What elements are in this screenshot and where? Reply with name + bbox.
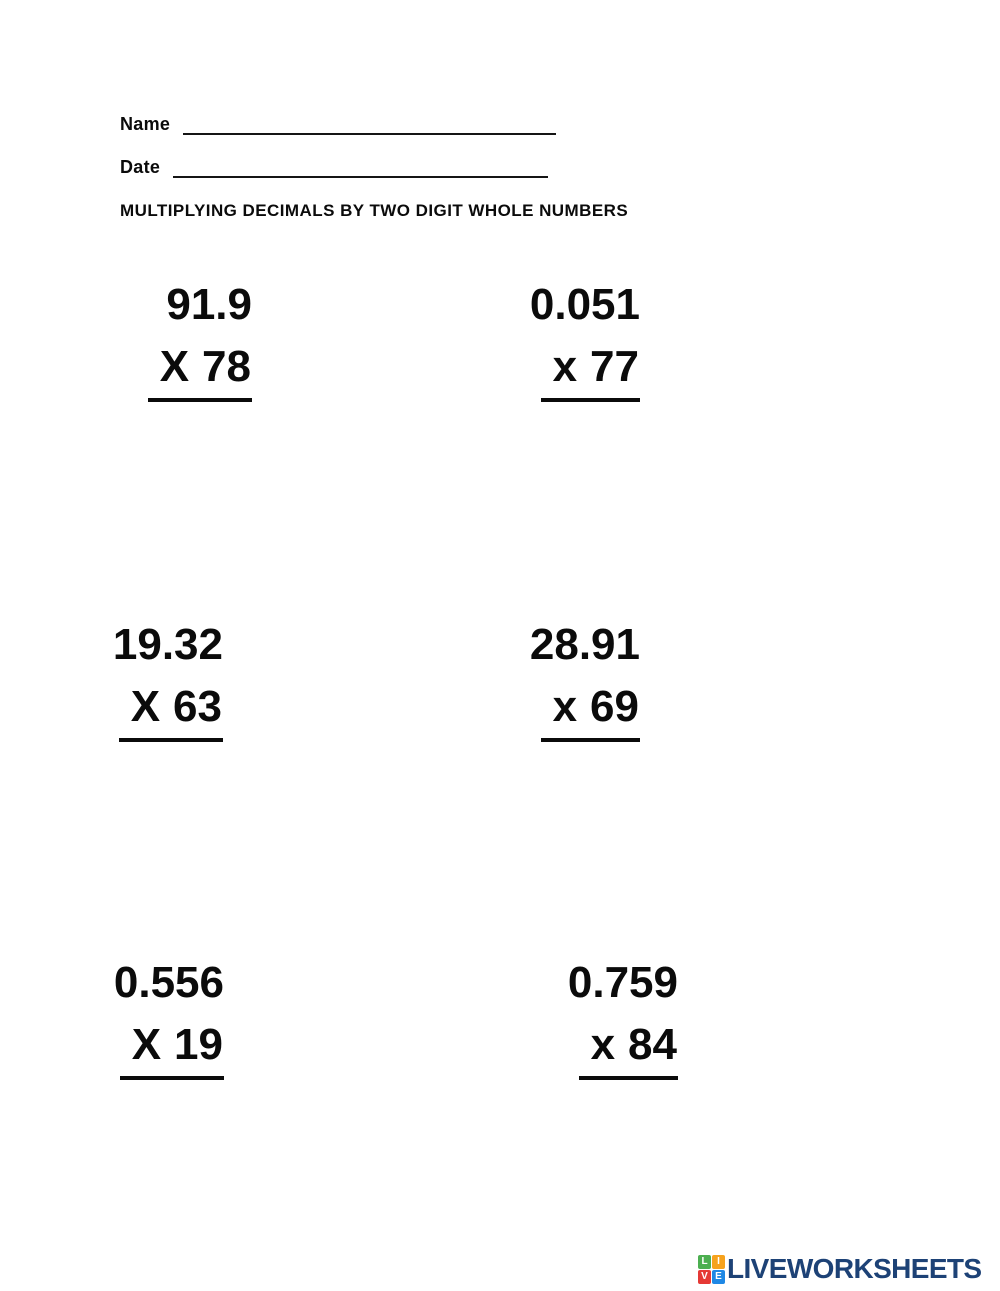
- multiplier-value: 84: [628, 1020, 677, 1069]
- logo-cell-v: V: [698, 1269, 711, 1284]
- problem-multiplier-line: X 78: [147, 338, 252, 402]
- problem-4: 28.91 x 69: [470, 612, 640, 744]
- problem-top-number: 19.32: [112, 620, 223, 669]
- multiply-operator: x: [552, 342, 578, 391]
- multiplier-value: 63: [173, 682, 222, 731]
- multiplier-value: 69: [590, 682, 639, 731]
- problem-1: 91.9 X 78: [82, 272, 252, 404]
- logo-cell-i: I: [712, 1254, 725, 1269]
- multiply-operator: x: [552, 682, 578, 731]
- problem-top-number: 28.91: [529, 620, 640, 669]
- liveworksheets-grid-icon: L I V E: [698, 1254, 725, 1284]
- logo-cell-l: L: [698, 1254, 711, 1269]
- multiplier-value: 78: [202, 342, 251, 391]
- multiplier-value: 19: [174, 1020, 223, 1069]
- date-label: Date: [120, 157, 161, 177]
- problem-top-number: 0.051: [529, 280, 640, 329]
- brand-wordmark: LIVEWORKSHEETS: [727, 1253, 982, 1284]
- name-field-row: Name: [120, 114, 557, 135]
- problem-multiplier-line: X 63: [118, 678, 223, 742]
- liveworksheets-logo[interactable]: L I V E LIVEWORKSHEETS: [698, 1253, 982, 1285]
- problem-5: 0.556 X 19: [54, 950, 224, 1082]
- problem-multiplier-line: X 19: [119, 1016, 224, 1080]
- multiplier-value: 77: [590, 342, 639, 391]
- problem-multiplier-line: x 77: [540, 338, 640, 402]
- date-write-line[interactable]: [173, 158, 549, 178]
- problem-2: 0.051 x 77: [470, 272, 640, 404]
- logo-cell-e: E: [712, 1269, 725, 1284]
- problem-top-number: 0.759: [567, 958, 678, 1007]
- multiply-operator: x: [590, 1020, 616, 1069]
- date-field-row: Date: [120, 157, 549, 178]
- worksheet-title: MULTIPLYING DECIMALS BY TWO DIGIT WHOLE …: [120, 201, 629, 220]
- problem-top-number: 91.9: [166, 280, 252, 329]
- problem-3: 19.32 X 63: [53, 612, 223, 744]
- multiply-operator: X: [130, 682, 161, 731]
- name-label: Name: [120, 114, 171, 134]
- problem-top-number: 0.556: [113, 958, 224, 1007]
- problem-6: 0.759 x 84: [508, 950, 678, 1082]
- problem-multiplier-line: x 69: [540, 678, 640, 742]
- name-write-line[interactable]: [183, 115, 557, 135]
- multiply-operator: X: [131, 1020, 162, 1069]
- problem-multiplier-line: x 84: [578, 1016, 678, 1080]
- multiply-operator: X: [159, 342, 190, 391]
